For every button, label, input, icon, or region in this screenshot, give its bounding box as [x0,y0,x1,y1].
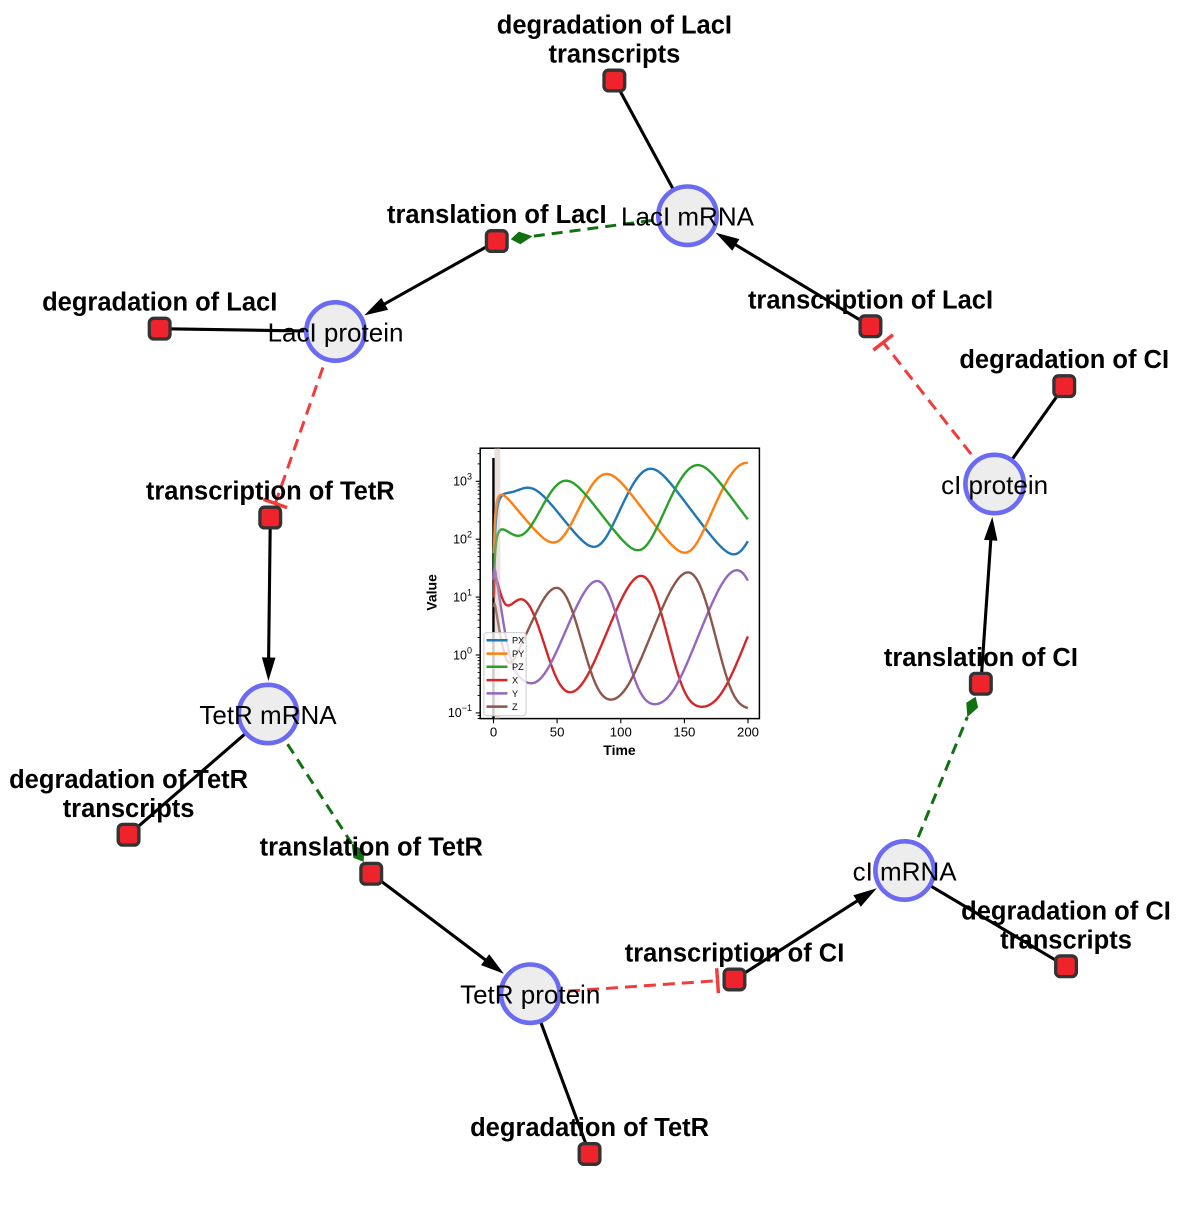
svg-text:LacI mRNA: LacI mRNA [621,202,755,232]
svg-text:100: 100 [610,724,632,739]
svg-text:Y: Y [512,689,518,699]
svg-text:transcription of LacI: transcription of LacI [748,286,993,314]
svg-text:degradation of LacI: degradation of LacI [497,12,732,40]
svg-text:200: 200 [737,724,759,739]
svg-text:TetR mRNA: TetR mRNA [199,700,337,730]
svg-text:translation of TetR: translation of TetR [260,834,483,862]
svg-text:cI protein: cI protein [941,470,1048,500]
svg-text:PY: PY [512,649,524,659]
svg-text:150: 150 [673,724,695,739]
svg-text:LacI protein: LacI protein [268,318,404,348]
svg-text:transcripts: transcripts [1000,926,1132,954]
svg-text:Time: Time [603,742,636,758]
svg-text:transcription of CI: transcription of CI [625,940,845,968]
svg-text:transcription of TetR: transcription of TetR [146,478,395,506]
svg-text:degradation of TetR: degradation of TetR [9,766,248,794]
svg-text:translation of CI: translation of CI [884,644,1078,672]
svg-text:50: 50 [550,724,565,739]
svg-text:degradation of LacI: degradation of LacI [42,289,277,317]
svg-text:cI mRNA: cI mRNA [853,857,958,887]
svg-text:transcripts: transcripts [63,795,195,823]
svg-text:Z: Z [512,702,518,712]
svg-text:X: X [512,676,518,686]
svg-text:transcripts: transcripts [549,41,681,69]
svg-text:0: 0 [490,724,497,739]
svg-text:TetR protein: TetR protein [460,980,600,1010]
svg-text:degradation of CI: degradation of CI [959,346,1169,374]
svg-text:degradation of CI: degradation of CI [961,897,1171,925]
svg-text:PX: PX [512,636,524,646]
svg-text:degradation of TetR: degradation of TetR [470,1114,709,1142]
svg-text:translation of LacI: translation of LacI [387,201,607,229]
svg-text:PZ: PZ [512,662,524,672]
svg-text:Value: Value [424,574,440,611]
